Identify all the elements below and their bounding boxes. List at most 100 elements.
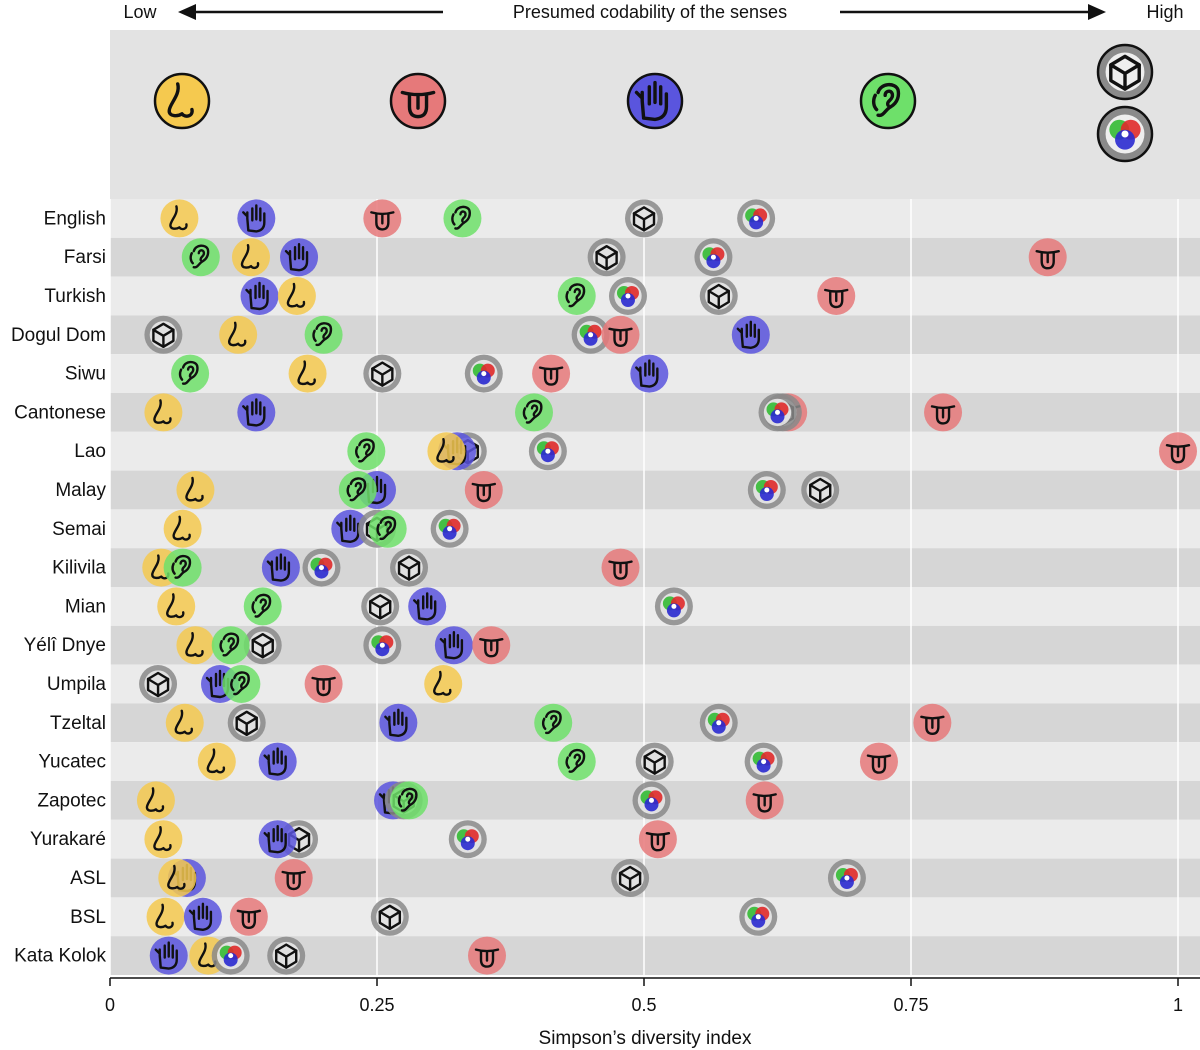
- point-sound: [514, 393, 553, 432]
- language-label: BSL: [70, 907, 106, 928]
- point-sound: [181, 238, 220, 277]
- point-shape: [635, 742, 674, 781]
- point-touch: [240, 277, 279, 315]
- row-band: [110, 897, 1200, 937]
- point-touch: [149, 936, 188, 975]
- point-sound: [243, 587, 282, 626]
- header: Low Presumed codability of the senses Hi…: [123, 2, 1183, 22]
- point-sound: [368, 509, 407, 548]
- point-shape: [144, 315, 183, 354]
- high-arrow-head: [1088, 4, 1106, 20]
- header-low-label: Low: [123, 2, 157, 22]
- row-band: [110, 431, 1200, 471]
- language-label: Semai: [52, 519, 106, 540]
- point-smell: [231, 238, 270, 277]
- x-tick-label: 1: [1173, 995, 1183, 1015]
- language-label: Yurakaré: [30, 829, 106, 850]
- point-taste: [1028, 238, 1067, 277]
- language-label: Kata Kolok: [14, 946, 106, 967]
- language-label: Tzeltal: [50, 713, 106, 734]
- point-sound: [557, 742, 596, 781]
- point-colour: [758, 393, 797, 432]
- point-smell: [288, 354, 327, 393]
- point-smell: [165, 703, 204, 742]
- point-taste: [859, 742, 898, 781]
- point-taste: [638, 820, 677, 859]
- point-sound: [534, 703, 573, 742]
- point-taste: [924, 393, 963, 432]
- language-label: Cantonese: [14, 402, 106, 423]
- point-touch: [237, 199, 276, 238]
- point-colour: [571, 315, 610, 354]
- point-touch: [258, 820, 297, 859]
- point-colour: [302, 548, 341, 587]
- language-label: Turkish: [44, 286, 106, 307]
- point-smell: [176, 471, 215, 509]
- point-taste: [274, 859, 313, 897]
- point-shape: [243, 626, 282, 665]
- point-shape: [227, 703, 266, 742]
- point-colour: [827, 859, 866, 897]
- point-touch: [237, 393, 276, 432]
- language-label: Lao: [74, 441, 106, 462]
- point-taste: [363, 199, 402, 238]
- language-label: Siwu: [65, 364, 106, 385]
- legend-shape: [1096, 43, 1154, 101]
- point-colour: [654, 587, 693, 626]
- language-labels: English Farsi Turkish Dogul Dom Siwu Cantones…: [11, 208, 107, 966]
- point-taste: [601, 548, 640, 587]
- language-label: English: [44, 208, 106, 229]
- point-touch: [731, 315, 770, 354]
- point-colour: [744, 742, 783, 781]
- point-shape: [801, 471, 840, 509]
- point-colour: [608, 277, 647, 315]
- point-smell: [424, 665, 463, 703]
- point-colour: [632, 781, 671, 820]
- point-smell: [176, 626, 215, 665]
- language-label: Umpila: [47, 674, 107, 695]
- row-band: [110, 470, 1200, 510]
- point-sound: [443, 199, 482, 238]
- senses-legend: [153, 43, 1154, 163]
- point-smell: [146, 897, 185, 936]
- row-band: [110, 393, 1200, 432]
- point-smell: [144, 393, 183, 432]
- x-tick-label: 0.75: [893, 995, 928, 1015]
- x-axis: 0 0.25 0.5 0.75 1 Simpson’s diversity index: [105, 977, 1200, 1049]
- point-touch: [630, 354, 669, 393]
- legend-colour: [1096, 105, 1154, 163]
- point-touch: [434, 626, 473, 665]
- x-tick-label: 0.25: [359, 995, 394, 1015]
- point-sound: [390, 781, 429, 820]
- point-taste: [817, 277, 856, 315]
- language-label: Kilivila: [52, 558, 106, 579]
- row-band: [110, 625, 1200, 665]
- point-smell: [157, 587, 196, 626]
- point-taste: [601, 315, 640, 354]
- point-taste: [745, 781, 784, 820]
- point-taste: [472, 626, 511, 665]
- point-smell: [219, 315, 258, 354]
- low-arrow-head: [178, 4, 196, 20]
- point-sound: [557, 277, 596, 315]
- point-shape: [363, 354, 402, 393]
- point-sound: [163, 548, 202, 587]
- point-sound: [347, 432, 386, 471]
- point-touch: [183, 897, 222, 936]
- legend-smell: [153, 72, 211, 130]
- point-taste: [464, 471, 503, 509]
- point-sound: [171, 354, 210, 393]
- point-taste: [304, 665, 343, 703]
- point-taste: [1159, 432, 1197, 471]
- point-smell: [158, 859, 197, 897]
- language-label: Farsi: [64, 247, 106, 268]
- point-touch: [261, 548, 300, 587]
- point-colour: [747, 471, 786, 509]
- point-smell: [144, 820, 183, 859]
- point-smell: [197, 742, 236, 781]
- header-high-label: High: [1146, 2, 1183, 22]
- x-axis-ticks: 0 0.25 0.5 0.75 1: [105, 978, 1183, 1015]
- point-smell: [136, 781, 175, 820]
- x-tick-label: 0: [105, 995, 115, 1015]
